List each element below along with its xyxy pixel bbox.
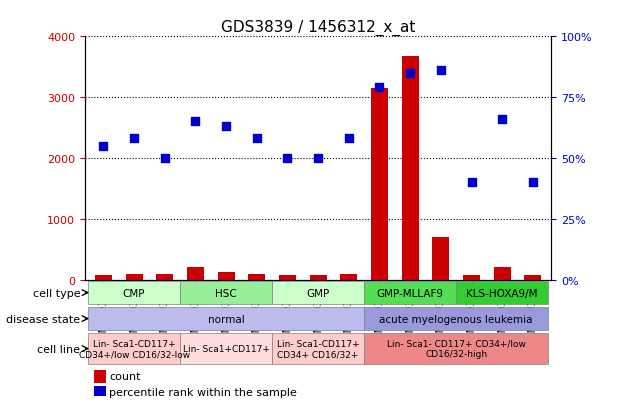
Point xyxy=(497,116,507,123)
Bar xyxy=(463,275,480,280)
Bar xyxy=(218,273,234,280)
Bar xyxy=(524,275,541,280)
Point xyxy=(190,119,200,126)
Bar xyxy=(88,281,180,304)
Point xyxy=(221,123,231,130)
Bar xyxy=(187,268,204,280)
Point xyxy=(129,136,139,142)
Text: Lin- Sca1-CD117+
CD34+ CD16/32+: Lin- Sca1-CD117+ CD34+ CD16/32+ xyxy=(277,339,360,358)
Bar xyxy=(371,89,388,280)
Bar xyxy=(156,275,173,280)
Bar xyxy=(94,386,106,398)
Bar xyxy=(364,333,548,364)
Text: GMP-MLLAF9: GMP-MLLAF9 xyxy=(377,288,444,298)
Text: normal: normal xyxy=(208,314,244,324)
Text: KLS-HOXA9/M: KLS-HOXA9/M xyxy=(466,288,538,298)
Text: acute myelogenous leukemia: acute myelogenous leukemia xyxy=(379,314,533,324)
Point xyxy=(374,85,384,91)
Bar xyxy=(272,281,364,304)
Bar xyxy=(432,237,449,280)
Bar xyxy=(95,275,112,280)
Title: GDS3839 / 1456312_x_at: GDS3839 / 1456312_x_at xyxy=(221,20,415,36)
Text: CMP: CMP xyxy=(123,288,146,298)
Bar xyxy=(88,333,180,364)
Bar xyxy=(94,370,106,382)
Point xyxy=(282,155,292,162)
Bar xyxy=(310,275,326,280)
Point xyxy=(313,155,323,162)
Text: Lin- Sca1- CD117+ CD34+/low
CD16/32-high: Lin- Sca1- CD117+ CD34+/low CD16/32-high xyxy=(387,339,525,358)
Point xyxy=(466,180,476,186)
Point xyxy=(405,70,415,77)
Bar xyxy=(364,281,456,304)
Bar xyxy=(248,274,265,280)
Text: Lin- Sca1-CD117+
CD34+/low CD16/32-low: Lin- Sca1-CD117+ CD34+/low CD16/32-low xyxy=(79,339,190,358)
Bar xyxy=(494,268,510,280)
Text: HSC: HSC xyxy=(215,288,237,298)
Point xyxy=(160,155,170,162)
Bar xyxy=(88,307,364,330)
Text: GMP: GMP xyxy=(307,288,329,298)
Point xyxy=(344,136,354,142)
Bar xyxy=(180,281,272,304)
Text: cell type: cell type xyxy=(33,288,81,298)
Point xyxy=(98,143,108,150)
Bar xyxy=(180,333,272,364)
Text: disease state: disease state xyxy=(6,314,81,324)
Bar xyxy=(364,307,548,330)
Text: count: count xyxy=(109,372,140,382)
Point xyxy=(436,68,446,74)
Text: percentile rank within the sample: percentile rank within the sample xyxy=(109,387,297,397)
Bar xyxy=(126,275,142,280)
Bar xyxy=(279,275,296,280)
Text: Lin- Sca1+CD117+: Lin- Sca1+CD117+ xyxy=(183,344,270,353)
Text: cell line: cell line xyxy=(37,344,81,354)
Point xyxy=(528,180,538,186)
Bar xyxy=(272,333,364,364)
Bar xyxy=(456,281,548,304)
Point xyxy=(252,136,262,142)
Bar xyxy=(340,275,357,280)
Bar xyxy=(402,57,418,280)
